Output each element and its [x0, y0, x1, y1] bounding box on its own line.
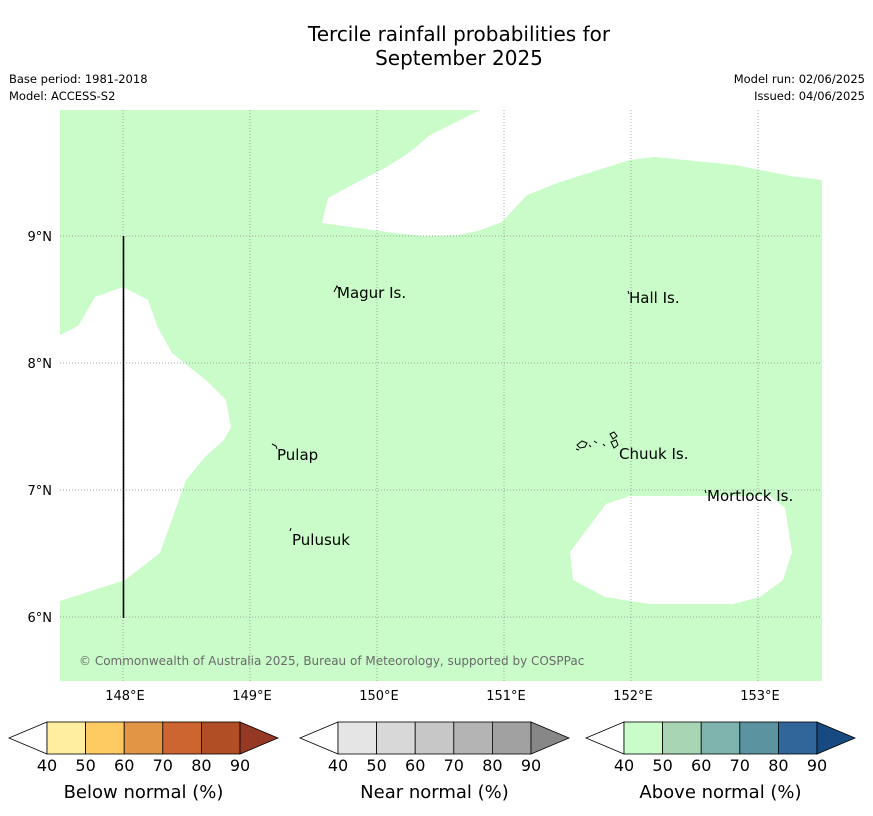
- above-normal-swatch: [739, 721, 779, 755]
- below-normal-swatch: [200, 721, 241, 755]
- near-normal-tick-label: 50: [366, 756, 386, 775]
- island-hall: [627, 290, 630, 295]
- below-normal-under-triangle: [7, 721, 48, 755]
- below-normal-colorbar: 40 50 60 70 80 90 Below normal (%): [7, 721, 280, 803]
- lat-label-6n: 6°N: [28, 611, 53, 626]
- no-signal-area-north: [322, 110, 822, 236]
- below-normal-swatch: [85, 721, 125, 755]
- place-label-chuuk: Chuuk Is.: [619, 445, 688, 463]
- island-magur: [333, 285, 340, 293]
- below-normal-tick-label: 60: [114, 756, 134, 775]
- near-normal-under-triangle: [298, 721, 339, 755]
- near-normal-swatch: [453, 721, 493, 755]
- near-normal-tick-label: 40: [328, 756, 348, 775]
- above-normal-tick-label: 50: [652, 756, 672, 775]
- near-normal-tick-label: 70: [444, 756, 464, 775]
- lon-label-150e: 150°E: [359, 689, 399, 704]
- place-label-magur: Magur Is.: [337, 284, 406, 302]
- below-normal-over-triangle: [239, 721, 280, 755]
- above-normal-tick-label: 90: [807, 756, 827, 775]
- lon-label-148e: 148°E: [105, 689, 145, 704]
- map-panel: Magur Is. Hall Is. Pulap Chuuk Is. Mortl…: [60, 110, 822, 681]
- above-normal-colorbar: 40 50 60 70 80 90 Above normal (%): [584, 721, 857, 803]
- near-normal-colorbar: 40 50 60 70 80 90 Near normal (%): [298, 721, 571, 803]
- near-normal-swatch: [414, 721, 455, 755]
- below-normal-tick-label: 40: [37, 756, 57, 775]
- island-pulusuk: [289, 527, 292, 532]
- near-normal-swatch: [491, 721, 532, 755]
- colorbar-legends: 40 50 60 70 80 90 Below normal (%) 40 50 60 70 80 90…: [7, 721, 857, 803]
- near-normal-swatch: [376, 721, 416, 755]
- lat-label-8n: 8°N: [28, 357, 53, 372]
- above-normal-caption: Above normal (%): [639, 782, 801, 803]
- near-normal-swatch: [337, 721, 377, 755]
- model-run: Model run: 02/06/2025: [733, 72, 865, 86]
- meta-left: Base period: 1981-2018 Model: ACCESS-S2: [9, 71, 148, 105]
- above-normal-tick-label: 80: [768, 756, 788, 775]
- longitude-labels: 148°E 149°E 150°E 151°E 152°E 153°E: [105, 689, 780, 704]
- near-normal-tick-label: 90: [521, 756, 541, 775]
- copyright-notice: © Commonwealth of Australia 2025, Bureau…: [79, 654, 584, 668]
- above-normal-tick-label: 60: [691, 756, 711, 775]
- title-line-2: September 2025: [375, 46, 543, 70]
- island-mortlock: [704, 489, 707, 494]
- above-normal-swatch: [623, 721, 663, 755]
- above-normal-under-triangle: [584, 721, 625, 755]
- below-normal-swatch: [162, 721, 202, 755]
- base-period: Base period: 1981-2018: [9, 72, 148, 86]
- place-label-mortlock: Mortlock Is.: [707, 487, 793, 505]
- issued-date: Issued: 04/06/2025: [754, 89, 865, 103]
- below-normal-tick-label: 50: [75, 756, 95, 775]
- above-normal-swatch: [700, 721, 741, 755]
- lon-label-153e: 153°E: [740, 689, 780, 704]
- above-normal-tick-label: 40: [614, 756, 634, 775]
- model-name: Model: ACCESS-S2: [9, 89, 116, 103]
- island-chuuk-lagoon: [575, 431, 619, 451]
- near-normal-tick-label: 80: [482, 756, 502, 775]
- above-normal-swatch: [778, 721, 818, 755]
- below-normal-swatch: [46, 721, 86, 755]
- island-pulap: [271, 443, 278, 450]
- below-normal-tick-label: 90: [230, 756, 250, 775]
- near-normal-tick-label: 60: [405, 756, 425, 775]
- above-normal-tick-label: 70: [730, 756, 750, 775]
- place-label-hall: Hall Is.: [629, 289, 680, 307]
- above-normal-swatch: [662, 721, 702, 755]
- below-normal-tick-label: 80: [191, 756, 211, 775]
- no-signal-area-southeast: [570, 496, 792, 604]
- lon-label-149e: 149°E: [232, 689, 272, 704]
- latitude-labels: 9°N 8°N 7°N 6°N: [28, 230, 53, 626]
- meta-right: Model run: 02/06/2025 Issued: 04/06/2025: [734, 71, 865, 105]
- lat-label-9n: 9°N: [28, 230, 53, 245]
- near-normal-caption: Near normal (%): [360, 782, 509, 803]
- below-normal-caption: Below normal (%): [64, 782, 224, 803]
- place-label-pulap: Pulap: [277, 446, 318, 464]
- map-title: Tercile rainfall probabilities for Septe…: [0, 22, 873, 70]
- lat-label-7n: 7°N: [28, 484, 53, 499]
- near-normal-over-triangle: [530, 721, 571, 755]
- island-outlines: [271, 285, 707, 532]
- title-line-1: Tercile rainfall probabilities for: [307, 22, 611, 46]
- below-normal-swatch: [123, 721, 164, 755]
- lon-label-152e: 152°E: [613, 689, 653, 704]
- place-label-pulusuk: Pulusuk: [292, 531, 350, 549]
- above-normal-over-triangle: [816, 721, 857, 755]
- no-signal-area-west: [60, 287, 231, 601]
- lon-label-151e: 151°E: [486, 689, 526, 704]
- below-normal-tick-label: 70: [153, 756, 173, 775]
